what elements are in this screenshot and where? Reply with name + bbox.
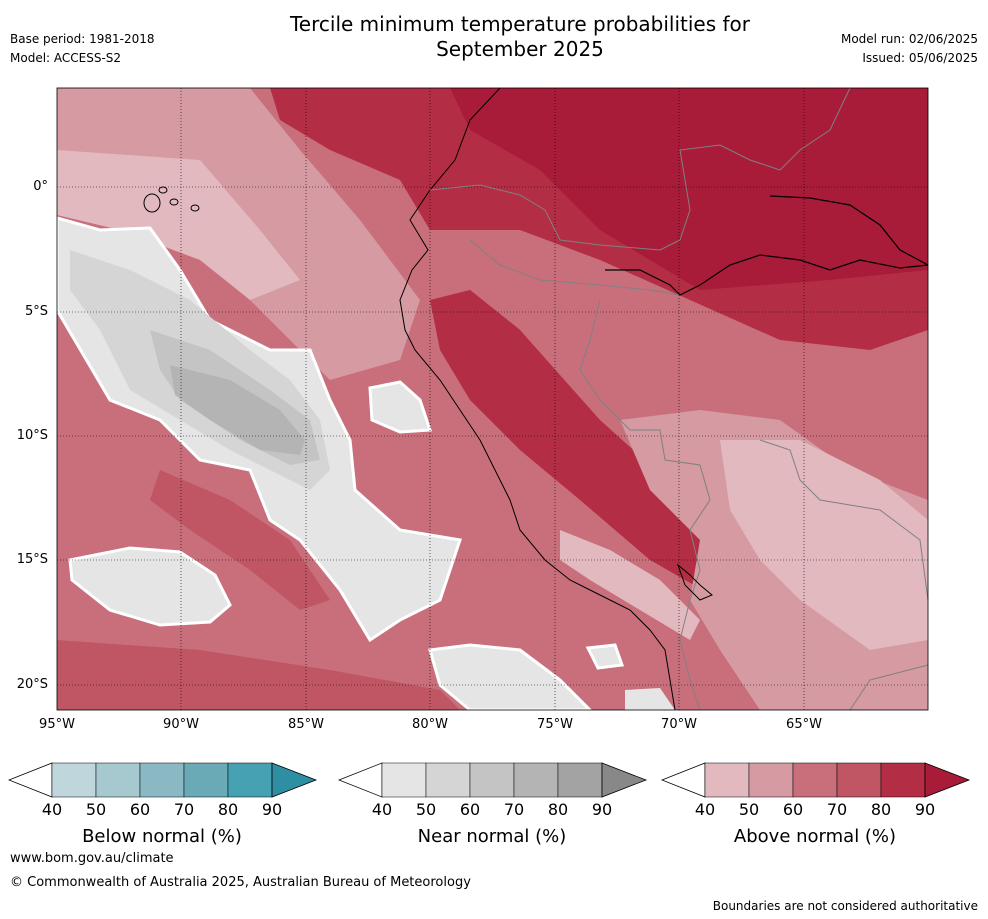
- colorbar-segment: [381, 762, 427, 798]
- colorbar-tick-label: 80: [547, 800, 569, 819]
- colorbar-tick-label: 90: [591, 800, 613, 819]
- above-70-southwest: [57, 640, 460, 710]
- lat-label-10s: 10°S: [16, 428, 48, 443]
- galapagos-islands: [143, 186, 200, 213]
- near-normal-east: [625, 688, 675, 710]
- colorbar-segment: [880, 762, 926, 798]
- colorbar-extend-high: [271, 762, 318, 798]
- bom-url-link[interactable]: www.bom.gov.au/climate: [10, 851, 174, 866]
- base-period-text: Base period: 1981-2018: [10, 32, 155, 46]
- colorbar-segment: [469, 762, 515, 798]
- colorbar-segment: [51, 762, 97, 798]
- model-run-text: Model run: 02/06/2025: [840, 32, 978, 46]
- lon-label-85w: 85°W: [288, 717, 324, 732]
- title-line-2: September 2025: [436, 37, 604, 61]
- colorbar-tick-label: 70: [503, 800, 525, 819]
- colorbar-segment: [139, 762, 185, 798]
- model-info: Base period: 1981-2018 Model: ACCESS-S2: [10, 32, 155, 70]
- map-frame: [56, 87, 929, 711]
- colorbar-extend-low: [338, 762, 383, 798]
- near-normal-small: [585, 643, 625, 670]
- near-normal-colorbar: [338, 762, 648, 798]
- near-normal-core-3: [170, 365, 305, 455]
- colorbar-tick-label: 40: [371, 800, 393, 819]
- above-40-coast: [560, 530, 700, 640]
- colorbar-segment: [227, 762, 273, 798]
- lon-label-90w: 90°W: [163, 717, 199, 732]
- lon-label-95w: 95°W: [39, 717, 75, 732]
- above-normal-label: Above normal (%): [733, 826, 897, 847]
- below-normal-colorbar: [8, 762, 318, 798]
- coastline: [399, 87, 676, 711]
- colorbar-extend-high: [601, 762, 648, 798]
- colorbar-tick-label: 50: [85, 800, 107, 819]
- colorbar-tick-label: 60: [782, 800, 804, 819]
- lat-label-20s: 20°S: [16, 677, 48, 692]
- lat-label-0: 0°: [33, 179, 48, 194]
- colorbar-segment: [513, 762, 559, 798]
- amazon-river: [605, 195, 929, 296]
- below-normal-label: Below normal (%): [82, 826, 242, 847]
- colorbar-tick-label: 70: [173, 800, 195, 819]
- near-normal-label: Near normal (%): [417, 826, 567, 847]
- colorbar-tick-label: 50: [738, 800, 760, 819]
- colorbar-segment: [792, 762, 838, 798]
- colorbar-segment: [425, 762, 471, 798]
- lat-label-5s: 5°S: [24, 304, 48, 319]
- copyright-text: © Commonwealth of Australia 2025, Austra…: [10, 875, 471, 890]
- colorbar-tick-label: 40: [694, 800, 716, 819]
- country-borders: [429, 87, 929, 711]
- lon-label-70w: 70°W: [661, 717, 697, 732]
- colorbar-extend-low: [661, 762, 706, 798]
- colorbar-extend-high: [924, 762, 971, 798]
- boundaries-note: Boundaries are not considered authoritat…: [712, 899, 978, 913]
- colorbar-tick-label: 80: [217, 800, 239, 819]
- lon-label-80w: 80°W: [412, 717, 448, 732]
- title-line-1: Tercile minimum temperature probabilitie…: [289, 12, 751, 36]
- colorbar-segment: [836, 762, 882, 798]
- colorbar-tick-label: 60: [129, 800, 151, 819]
- model-name-text: Model: ACCESS-S2: [10, 51, 122, 65]
- colorbar-tick-label: 70: [826, 800, 848, 819]
- colorbar-tick-label: 90: [914, 800, 936, 819]
- above-40-southeast: [720, 440, 928, 650]
- colorbar-segment: [557, 762, 603, 798]
- colorbar-segment: [704, 762, 750, 798]
- above-70-belt: [150, 470, 330, 610]
- lake-titicaca: [676, 563, 713, 601]
- gridlines: [57, 88, 928, 710]
- run-info: Model run: 02/06/2025 Issued: 05/06/2025: [841, 32, 978, 70]
- colorbar-tick-label: 90: [261, 800, 283, 819]
- near-normal-south: [428, 643, 593, 710]
- colorbar-tick-label: 80: [870, 800, 892, 819]
- colorbar-segment: [95, 762, 141, 798]
- lat-label-15s: 15°S: [16, 552, 48, 567]
- above-90-north: [450, 88, 928, 290]
- issued-date-text: Issued: 05/06/2025: [862, 51, 978, 65]
- colorbar-segment: [183, 762, 229, 798]
- colorbar-extend-low: [8, 762, 53, 798]
- above-60-west: [57, 150, 300, 300]
- lon-label-75w: 75°W: [537, 717, 573, 732]
- colorbar-tick-label: 60: [459, 800, 481, 819]
- colorbar-tick-label: 50: [415, 800, 437, 819]
- colorbar-tick-label: 40: [41, 800, 63, 819]
- colorbar-segment: [748, 762, 794, 798]
- near-normal-southwest: [68, 546, 232, 627]
- above-normal-colorbar: [661, 762, 971, 798]
- lon-label-65w: 65°W: [786, 717, 822, 732]
- map-title: Tercile minimum temperature probabilitie…: [230, 12, 810, 62]
